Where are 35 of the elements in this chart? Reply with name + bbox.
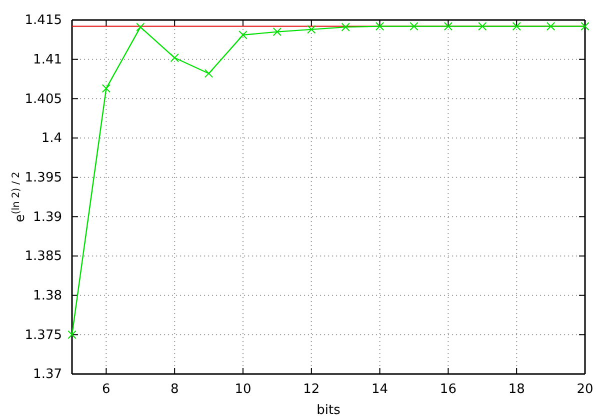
point [68, 330, 76, 339]
point [272, 27, 282, 36]
x-axis-title: bits [316, 403, 341, 418]
point [444, 22, 453, 31]
y-tick-label: 1.4 [41, 131, 62, 146]
y-tick-label: 1.39 [33, 210, 62, 225]
point [238, 30, 248, 40]
x-tick-label: 18 [508, 382, 525, 398]
x-tick-label: 10 [234, 382, 252, 398]
point [307, 25, 316, 34]
point [170, 53, 179, 62]
y-tick-label: 1.415 [24, 13, 62, 28]
y-tick-label: 1.385 [24, 249, 62, 264]
point [478, 22, 487, 31]
y-tick-label: 1.395 [24, 170, 62, 186]
point [341, 22, 350, 32]
y-tick-label: 1.41 [33, 52, 62, 68]
y-tick-label: 1.375 [24, 328, 62, 343]
x-tick-label: 12 [303, 382, 320, 398]
y-tick-label: 1.38 [33, 288, 62, 304]
point [410, 22, 418, 31]
x-tick-label: 6 [102, 382, 110, 398]
y-tick-label: 1.405 [24, 92, 62, 107]
point [580, 22, 590, 31]
point [102, 84, 111, 93]
point [204, 69, 214, 78]
y-tick-label: 1.37 [33, 367, 62, 382]
point [546, 22, 556, 31]
x-tick-label: 8 [170, 382, 179, 398]
point [136, 22, 145, 32]
x-tick-label: 14 [372, 382, 388, 398]
x-tick-label: 16 [440, 382, 456, 398]
point [512, 22, 521, 31]
point [375, 22, 384, 31]
x-tick-label: 20 [576, 382, 594, 398]
